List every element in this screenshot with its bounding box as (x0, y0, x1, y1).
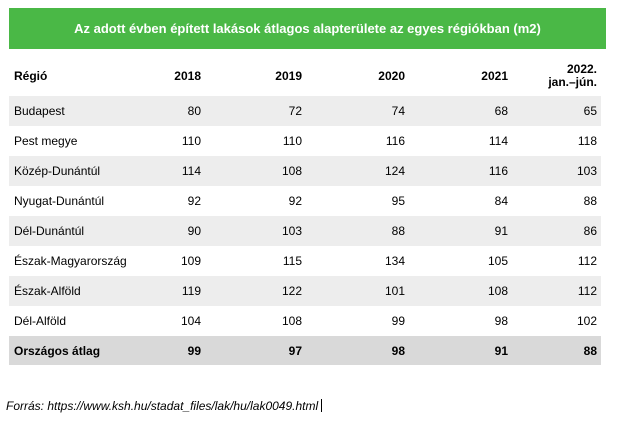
value-cell: 112 (512, 276, 601, 306)
value-cell: 116 (385, 134, 405, 148)
region-cell: Észak-Alföld (9, 276, 122, 306)
value-cell: 88 (306, 216, 409, 246)
total-value-cell: 99 (122, 336, 205, 365)
value-cell: 92 (288, 194, 302, 208)
table-row: Dél-Dunántúl 90 103 88 91 86 (9, 216, 601, 246)
column-header-2021: 2021 (481, 68, 508, 83)
data-table: Régió 2018 2019 2020 2021 2022. jan.–jún… (9, 56, 601, 365)
value-cell: 108 (205, 156, 306, 186)
value-cell: 114 (122, 156, 205, 186)
value-cell: 108 (281, 314, 302, 328)
table-row: Észak-Alföld 119 122 101 108 112 (9, 276, 601, 306)
total-value-cell: 91 (409, 336, 512, 365)
region-cell: Észak-Magyarország (14, 254, 127, 268)
value-cell: 114 (488, 134, 508, 148)
value-cell: 116 (409, 156, 512, 186)
source-note: Forrás: https://www.ksh.hu/stadat_files/… (6, 399, 323, 413)
total-value-cell: 97 (205, 336, 306, 365)
value-cell: 134 (384, 254, 405, 268)
table-row: Nyugat-Dunántúl 92 92 95 84 88 (9, 186, 601, 216)
value-cell: 108 (409, 276, 512, 306)
column-header-2020: 2020 (378, 68, 405, 83)
total-label: Országos átlag (9, 336, 122, 365)
value-cell: 115 (282, 254, 302, 268)
value-cell: 99 (391, 314, 405, 328)
region-cell: Közép-Dunántúl (9, 156, 122, 186)
value-cell: 92 (187, 194, 201, 208)
header-row: Régió 2018 2019 2020 2021 2022. jan.–jún… (9, 56, 601, 96)
column-header-2018: 2018 (174, 68, 201, 83)
value-cell: 101 (306, 276, 409, 306)
value-cell: 95 (391, 194, 405, 208)
table-row: Pest megye 110 110 116 114 118 (9, 126, 601, 156)
region-cell: Nyugat-Dunántúl (14, 194, 105, 208)
region-cell: Pest megye (14, 134, 78, 148)
value-cell: 105 (487, 254, 508, 268)
value-cell: 122 (205, 276, 306, 306)
table-row: Dél-Alföld 104 108 99 98 102 (9, 306, 601, 336)
value-cell: 124 (306, 156, 409, 186)
value-cell: 68 (409, 96, 512, 126)
value-cell: 98 (494, 314, 508, 328)
value-cell: 104 (180, 314, 201, 328)
value-cell: 91 (409, 216, 512, 246)
value-cell: 110 (282, 134, 302, 148)
table-row: Észak-Magyarország 109 115 134 105 112 (9, 246, 601, 276)
value-cell: 103 (512, 156, 601, 186)
value-cell: 65 (512, 96, 601, 126)
table-row: Budapest 80 72 74 68 65 (9, 96, 601, 126)
value-cell: 72 (205, 96, 306, 126)
region-cell: Budapest (9, 96, 122, 126)
column-header-region: Régió (14, 68, 48, 83)
value-cell: 109 (180, 254, 201, 268)
total-value-cell: 98 (306, 336, 409, 365)
value-cell: 119 (122, 276, 205, 306)
value-cell: 102 (576, 314, 597, 328)
column-header-2022-line2: jan.–jún. (548, 75, 597, 89)
value-cell: 103 (205, 216, 306, 246)
value-cell: 74 (306, 96, 409, 126)
value-cell: 118 (577, 134, 597, 148)
value-cell: 110 (181, 134, 201, 148)
table-title: Az adott évben épített lakások átlagos a… (9, 8, 606, 49)
column-header-2022-line1: 2022. (566, 62, 597, 76)
text-cursor (321, 399, 323, 412)
value-cell: 84 (494, 194, 508, 208)
value-cell: 86 (512, 216, 601, 246)
value-cell: 88 (583, 194, 597, 208)
value-cell: 90 (122, 216, 205, 246)
total-value-cell: 88 (512, 336, 601, 365)
table-row: Közép-Dunántúl 114 108 124 116 103 (9, 156, 601, 186)
column-header-2019: 2019 (275, 68, 302, 83)
value-cell: 112 (577, 254, 597, 268)
source-text: Forrás: https://www.ksh.hu/stadat_files/… (6, 399, 319, 413)
column-header-2022: 2022. jan.–jún. (512, 56, 601, 96)
value-cell: 80 (122, 96, 205, 126)
region-cell: Dél-Alföld (14, 314, 67, 328)
total-row: Országos átlag 99 97 98 91 88 (9, 336, 601, 365)
region-cell: Dél-Dunántúl (9, 216, 122, 246)
